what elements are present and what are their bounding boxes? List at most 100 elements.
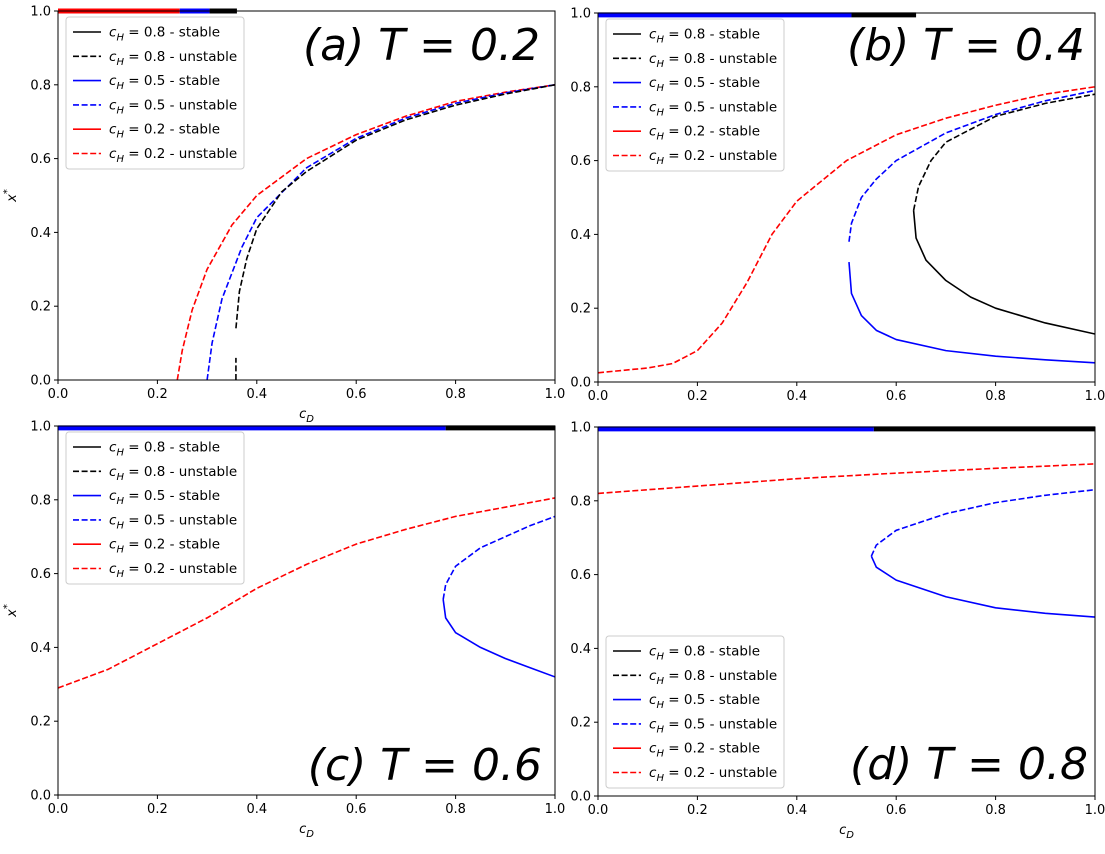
y-tick-label: 1.0 [30, 420, 51, 435]
y-tick-label: 1.0 [30, 5, 51, 20]
x-tick-label: 0.6 [346, 387, 367, 402]
y-tick-label: 0.8 [30, 78, 51, 93]
x-tick-label: 0.6 [346, 802, 367, 817]
y-tick-label: 0.0 [570, 790, 591, 805]
x-tick-label: 0.8 [985, 389, 1006, 404]
y-tick-label: 0.0 [30, 374, 51, 389]
x-tick-label: 0.0 [48, 802, 69, 817]
axes-frame [57, 10, 556, 381]
series-line-6 [912, 210, 1095, 335]
x-tick-label: 0.4 [246, 387, 267, 402]
y-tick-label: 0.0 [30, 789, 51, 804]
legend-label: cH = 0.2 - unstable [649, 148, 777, 167]
panel-c: 0.0 0.2 0.4 0.6 0.8 1.0 0.0 0.2 0.4 0.6 0.8 1.0 cD x*… [2, 420, 565, 841]
y-tick-label: 1.0 [570, 421, 591, 436]
x-tick-label: 0.8 [445, 387, 466, 402]
legend-label: cH = 0.2 - stable [109, 537, 220, 556]
legend-label: cH = 0.2 - stable [649, 124, 760, 143]
panel-title: (b) T = 0.4 [847, 20, 1085, 71]
y-tick-label: 0.2 [570, 716, 591, 731]
legend-label: cH = 0.8 - stable [109, 440, 220, 459]
y-axis-label: x* [2, 604, 20, 618]
x-tick-label: 0.4 [786, 803, 807, 818]
series-line-3 [870, 488, 1095, 557]
legend-box [65, 431, 245, 585]
series-line-2 [58, 497, 555, 689]
series-line-2 [598, 86, 1095, 374]
legend-label: cH = 0.5 - unstable [649, 716, 777, 735]
legend: cH = 0.8 - stable cH = 0.8 - unstable cH =… [65, 431, 245, 585]
series-line-4 [206, 84, 555, 380]
series-line-4 [442, 599, 555, 678]
legend-box [605, 635, 785, 789]
x-tick-label: 1.0 [545, 802, 566, 817]
legend-label: cH = 0.5 - stable [109, 488, 220, 507]
x-tick-label: 0.0 [588, 803, 609, 818]
panel-d: 0.0 0.2 0.4 0.6 0.8 1.0 0.0 0.2 0.4 0.6 0.8 1.0 cD (d… [570, 421, 1105, 842]
x-tick-label: 0.2 [687, 389, 708, 404]
panel-title: (c) T = 0.6 [308, 740, 542, 791]
x-axis-label: cD [839, 823, 854, 841]
y-tick-label: 0.4 [30, 226, 51, 241]
legend-box [65, 16, 245, 170]
x-tick-label: 1.0 [545, 387, 566, 402]
x-tick-label: 0.4 [786, 389, 807, 404]
series-line-4 [848, 262, 1095, 364]
y-tick-label: 0.4 [30, 641, 51, 656]
y-tick-label: 0.6 [30, 152, 51, 167]
x-tick-label: 0.0 [588, 389, 609, 404]
plot-area [58, 425, 555, 689]
legend-label: cH = 0.2 - unstable [109, 146, 237, 165]
legend-label: cH = 0.5 - stable [649, 75, 760, 94]
y-tick-label: 0.6 [30, 567, 51, 582]
x-tick-label: 1.0 [1085, 803, 1105, 818]
legend-label: cH = 0.8 - unstable [649, 51, 777, 70]
legend-label: cH = 0.8 - stable [109, 25, 220, 44]
y-tick-label: 0.8 [570, 494, 591, 509]
y-tick-label: 0.2 [30, 715, 51, 730]
y-tick-label: 0.2 [30, 300, 51, 315]
y-tick-label: 0.0 [570, 376, 591, 391]
y-axis-label: x* [2, 189, 20, 203]
legend-label: cH = 0.5 - unstable [649, 99, 777, 118]
panel-b: 0.0 0.2 0.4 0.6 0.8 1.0 0.0 0.2 0.4 0.6 0.8 1.0 (b) … [570, 7, 1105, 405]
panel-title: (a) T = 0.2 [303, 20, 540, 71]
y-tick-label: 0.4 [570, 228, 591, 243]
legend-label: cH = 0.5 - stable [109, 73, 220, 92]
y-tick-label: 0.8 [30, 493, 51, 508]
series-line-4 [870, 555, 1095, 618]
legend: cH = 0.8 - stable cH = 0.8 - unstable cH =… [605, 18, 785, 172]
plot-area [598, 12, 1095, 374]
legend-label: cH = 0.5 - unstable [109, 512, 237, 531]
y-tick-label: 0.6 [570, 568, 591, 583]
x-tick-label: 0.8 [985, 803, 1006, 818]
plot-area [598, 426, 1095, 618]
legend-label: cH = 0.8 - stable [649, 27, 760, 46]
x-tick-label: 0.2 [147, 802, 168, 817]
legend-label: cH = 0.8 - unstable [109, 464, 237, 483]
legend-label: cH = 0.2 - unstable [109, 561, 237, 580]
legend: cH = 0.8 - stable cH = 0.8 - unstable cH =… [605, 635, 785, 789]
x-tick-label: 0.2 [687, 803, 708, 818]
series-line-3 [442, 515, 555, 600]
legend-label: cH = 0.2 - stable [109, 122, 220, 141]
x-tick-label: 1.0 [1085, 389, 1105, 404]
legend-label: cH = 0.5 - unstable [109, 97, 237, 116]
panel-title: (d) T = 0.8 [850, 739, 1088, 790]
y-tick-label: 1.0 [570, 7, 591, 22]
series-line-6 [235, 84, 555, 329]
legend-label: cH = 0.2 - unstable [649, 765, 777, 784]
series-line-3 [176, 84, 555, 380]
x-axis-label: cD [299, 822, 314, 840]
x-tick-label: 0.6 [886, 389, 907, 404]
x-tick-label: 0.8 [445, 802, 466, 817]
legend-label: cH = 0.8 - stable [649, 644, 760, 663]
legend-label: cH = 0.2 - stable [649, 741, 760, 760]
y-tick-label: 0.8 [570, 80, 591, 95]
legend-box [605, 18, 785, 172]
axes-frame [597, 12, 1096, 383]
x-axis-label: cD [299, 407, 314, 425]
legend: cH = 0.8 - stable cH = 0.8 - unstable cH =… [65, 16, 245, 170]
axes-frame [597, 426, 1096, 797]
